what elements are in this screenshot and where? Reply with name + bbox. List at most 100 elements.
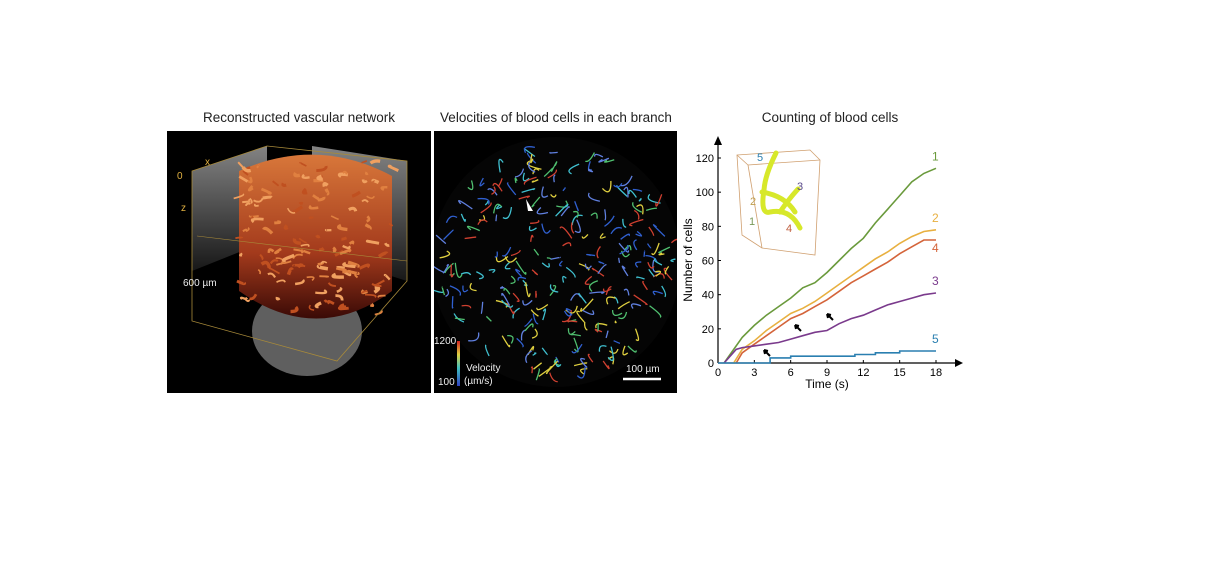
vessel-segment: [327, 282, 337, 287]
vessel-branch: [541, 223, 551, 234]
x-axis-label: x: [205, 157, 210, 168]
vessel-segment: [268, 267, 280, 275]
vessel-branch: [580, 298, 594, 312]
vessel-branch: [605, 286, 612, 296]
vessel-branch: [445, 215, 458, 224]
vessel-branch: [632, 188, 643, 192]
vessel-segment: [259, 253, 264, 261]
vessel-branch: [590, 212, 598, 219]
vascular-title: Reconstructed vascular network: [202, 110, 396, 125]
vessel-branch: [645, 207, 657, 212]
vessel-branch: [549, 372, 558, 383]
vessel-segment: [233, 193, 245, 200]
vessel-segment: [337, 172, 349, 178]
y-tick-label: 120: [696, 153, 714, 165]
vessel-branch: [602, 360, 610, 370]
vessel-branch: [573, 362, 588, 367]
vessel-branch: [587, 353, 594, 363]
vessel-segment: [339, 303, 347, 309]
vessel-branch: [450, 264, 454, 278]
vessel-segment: [336, 286, 343, 293]
vessel-segment: [257, 268, 262, 275]
vessel-branch: [515, 268, 523, 277]
vessel-branch: [515, 260, 527, 275]
vessel-branch: [619, 244, 629, 255]
z-axis-label: z: [181, 203, 186, 214]
vessel-segment: [330, 215, 339, 221]
vessel-segment: [348, 206, 358, 212]
vessel-branch: [536, 303, 549, 311]
vessel-branch: [541, 186, 549, 198]
vessel-branch: [596, 246, 601, 259]
vessel-branch: [541, 347, 548, 356]
y-tick-label: 100: [696, 187, 714, 199]
vessel-branch: [578, 292, 587, 304]
vessel-branch: [632, 201, 643, 213]
vessel-segment: [361, 179, 368, 184]
vessel-branch: [526, 152, 537, 164]
arrow-icon: [763, 349, 771, 357]
vessel-branch: [576, 366, 586, 379]
vessel-branch: [553, 174, 556, 183]
vessel-branch: [604, 215, 615, 227]
vessel-branch: [442, 263, 449, 274]
vessel-segment: [301, 173, 310, 179]
vessel-segment: [299, 161, 307, 167]
vessel-branch: [610, 226, 623, 235]
vessel-branch: [573, 210, 579, 218]
vessel-segment: [315, 289, 328, 295]
x-tick-label: 15: [894, 367, 906, 379]
vessel-branch: [484, 344, 490, 357]
vessel-segment: [348, 240, 355, 245]
vessel-branch: [477, 197, 490, 205]
vessel-branch: [627, 345, 637, 353]
vessel-branch: [553, 358, 561, 367]
vessel-branch: [466, 225, 481, 232]
vessel-branch: [480, 301, 484, 315]
x-axis-label: Time (s): [805, 377, 849, 391]
vessel-branch: [602, 288, 612, 293]
inset-label-5: 5: [757, 152, 763, 164]
vessel-segment: [260, 187, 272, 195]
vessel-branch: [567, 328, 576, 335]
vessel-branch: [601, 180, 612, 193]
vessel-branch: [556, 200, 569, 208]
vessel-branch: [443, 229, 454, 240]
vessel-branch: [571, 343, 583, 354]
vessel-segment: [244, 202, 251, 207]
vessel-branch: [531, 269, 538, 276]
vessel-segment: [353, 273, 359, 279]
vessel-segment: [361, 160, 368, 164]
vessel-segment: [342, 244, 351, 250]
series-label-5: 5: [932, 332, 939, 346]
series-label-1: 1: [932, 149, 939, 163]
vessel-segment: [247, 185, 254, 192]
vessel-segment: [322, 182, 329, 187]
vessel-branch: [531, 196, 541, 208]
vessel-branch: [598, 345, 607, 352]
vessel-segment: [342, 269, 351, 274]
vessel-branch: [618, 311, 628, 320]
vessel-segment: [316, 174, 323, 181]
vessel-branch: [469, 282, 477, 292]
vessel-branch: [523, 176, 537, 185]
vessel-branch: [635, 261, 642, 268]
vessel-branch: [444, 262, 454, 274]
vessel-branch: [524, 318, 533, 327]
vessel-segment: [274, 220, 282, 225]
vessel-branch: [530, 366, 533, 374]
vessel-segment: [301, 187, 308, 195]
vessel-segment: [262, 226, 274, 235]
vessel-segment: [316, 165, 328, 172]
vascular-3d-render: 0 x z 600 µm: [167, 131, 431, 393]
vessel-branch: [441, 286, 446, 296]
series-label-4: 4: [932, 241, 939, 255]
vessel-segment: [308, 304, 315, 311]
vessel-branch: [652, 273, 665, 279]
vessel-branch: [460, 272, 472, 276]
vessel-branch: [574, 201, 579, 212]
vessel-branch: [605, 330, 609, 339]
x-tick-label: 3: [751, 367, 757, 379]
branch-inset: 5 2 1 3 4: [736, 149, 821, 256]
vessel-branch: [604, 209, 607, 221]
